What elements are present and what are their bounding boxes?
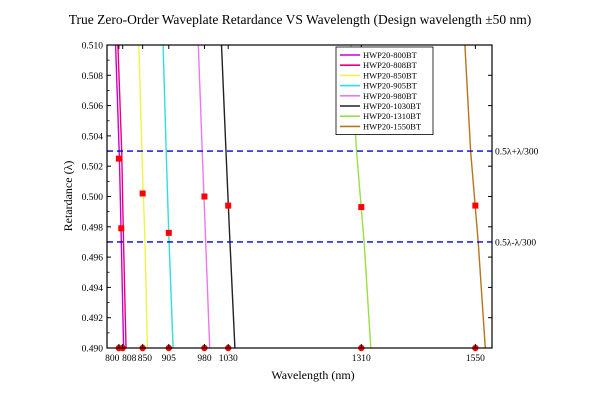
legend-label: HWP20-800BT	[363, 50, 418, 60]
x-tick-label: 850	[138, 354, 153, 364]
marker-point	[115, 155, 122, 162]
legend-label: HWP20-850BT	[363, 70, 418, 80]
legend-label: HWP20-808BT	[363, 60, 418, 70]
series-line-hwp20-905bt	[162, 45, 174, 348]
series-line-hwp20-800bt	[114, 45, 125, 348]
marker-point	[118, 225, 125, 232]
marker-point	[358, 204, 365, 211]
y-tick-label: 0.494	[82, 284, 104, 294]
series-line-hwp20-850bt	[138, 45, 149, 348]
x-axis-label: Wavelength (nm)	[271, 368, 354, 382]
x-tick-label: 800	[105, 354, 120, 364]
x-tick-label: 1310	[352, 354, 371, 364]
y-tick-label: 0.490	[82, 345, 104, 355]
marker-point	[225, 202, 232, 209]
marker-point	[472, 202, 479, 209]
x-tick-label: 1550	[466, 354, 485, 364]
series-line-hwp20-1030bt	[220, 45, 236, 348]
y-tick-label: 0.504	[82, 132, 104, 142]
y-tick-label: 0.498	[82, 223, 104, 233]
x-tick-label: 980	[197, 354, 212, 364]
marker-point	[165, 229, 172, 236]
y-tick-label: 0.508	[82, 72, 104, 82]
marker-point	[201, 193, 208, 200]
series-line-hwp20-1550bt	[464, 45, 486, 348]
reference-line-label-2: 0.5λ-λ/300	[495, 238, 536, 248]
y-tick-label: 0.506	[82, 102, 104, 112]
y-tick-label: 0.496	[82, 254, 104, 264]
y-axis-label: Retardance (λ)	[61, 161, 75, 232]
marker-point	[139, 190, 146, 197]
x-tick-label: 905	[162, 354, 177, 364]
y-tick-label: 0.500	[82, 193, 104, 203]
legend-label: HWP20-980BT	[363, 91, 418, 101]
legend-label: HWP20-1030BT	[363, 101, 422, 111]
y-tick-label: 0.510	[82, 42, 104, 52]
legend-label: HWP20-905BT	[363, 81, 418, 91]
series-line-hwp20-808bt	[117, 45, 127, 348]
x-tick-label: 1030	[219, 354, 238, 364]
legend-box	[335, 46, 434, 135]
legend-label: HWP20-1310BT	[363, 111, 422, 121]
y-tick-label: 0.492	[82, 314, 104, 324]
legend-label: HWP20-1550BT	[363, 121, 422, 131]
y-tick-label: 0.502	[82, 163, 104, 173]
reference-line-label-1: 0.5λ+λ/300	[495, 148, 539, 158]
chart-title: True Zero-Order Waveplate Retardance VS …	[69, 12, 531, 27]
plot-area: 0.5λ+λ/300 0.5λ-λ/300 0.490 0.492 0.494 0.496…	[82, 42, 539, 365]
x-tick-label: 808	[122, 354, 137, 364]
